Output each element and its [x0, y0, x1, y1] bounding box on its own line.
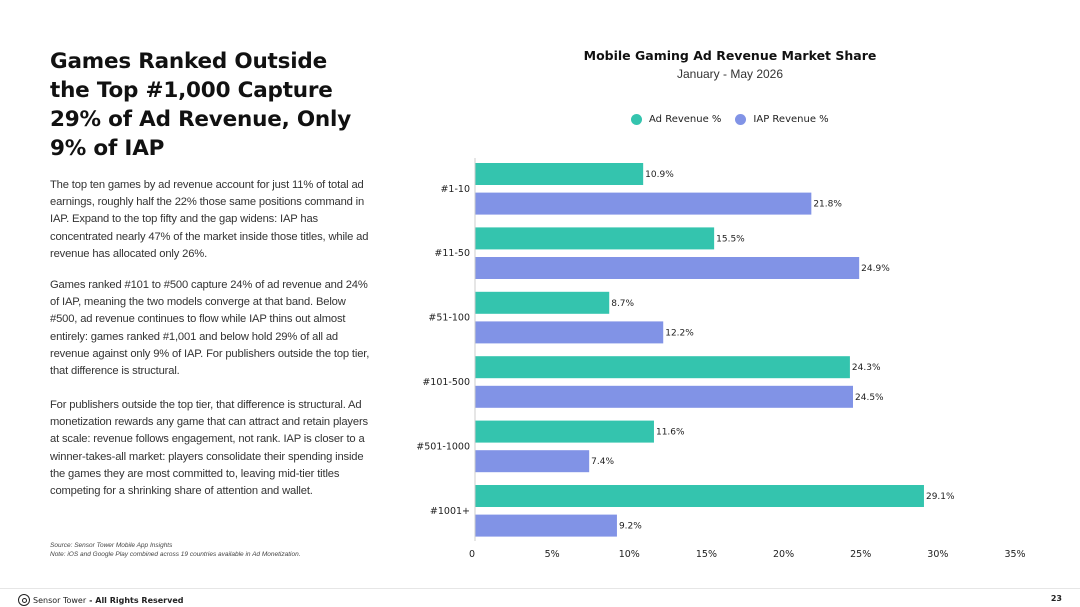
footer-divider: [0, 588, 1080, 589]
bar-iap: [475, 321, 664, 344]
category-label: #501-1000: [416, 441, 470, 452]
data-label-ad: 24.3%: [852, 363, 881, 373]
chart-title: Mobile Gaming Ad Revenue Market Share: [583, 48, 877, 63]
footer-brand: Sensor Tower - All Rights Reserved: [18, 594, 184, 606]
x-tick-label: 10%: [619, 549, 640, 560]
data-label-iap: 21.8%: [813, 200, 842, 210]
bar-iap: [475, 450, 590, 473]
bar-ad: [475, 485, 924, 507]
headline: Games Ranked Outside the Top #1,000 Capt…: [50, 49, 352, 161]
sensor-tower-logo-icon: [18, 594, 30, 606]
legend-item-ad: Ad Revenue %: [631, 114, 721, 125]
source-note: Source: Sensor Tower Mobile App Insights: [50, 542, 173, 549]
x-tick-label: 15%: [696, 549, 717, 560]
bar-iap: [475, 192, 812, 215]
legend-item-iap: IAP Revenue %: [735, 114, 829, 125]
data-label-ad: 10.9%: [645, 170, 674, 180]
data-label-iap: 24.9%: [861, 264, 890, 274]
bar-ad: [475, 227, 715, 250]
data-label-iap: 24.5%: [855, 393, 884, 403]
data-label-iap: 7.4%: [591, 457, 614, 467]
category-label: #1-10: [440, 184, 470, 195]
category-label: #101-500: [422, 377, 470, 388]
data-label-iap: 9.2%: [619, 522, 642, 532]
x-tick-label: 5%: [545, 549, 560, 560]
legend-swatch-ad: [631, 114, 642, 125]
bar-ad: [475, 420, 654, 443]
bar-iap: [475, 514, 617, 537]
bar-ad: [475, 356, 850, 379]
rights-text: - All Rights Reserved: [89, 595, 184, 605]
category-label: #1001+: [430, 506, 470, 517]
chart-subtitle: January - May 2026: [676, 67, 784, 81]
body-paragraph-3: For publishers outside the top tier, tha…: [50, 399, 368, 498]
methodology-note: Note: iOS and Google Play combined acros…: [50, 551, 301, 558]
bar-ad: [475, 163, 644, 185]
data-label-ad: 15.5%: [716, 234, 745, 244]
x-tick-label: 0: [469, 549, 475, 560]
legend-label-ad: Ad Revenue %: [649, 114, 722, 125]
x-tick-label: 35%: [1004, 549, 1025, 560]
chart-legend: Ad Revenue % IAP Revenue %: [631, 114, 843, 125]
body-paragraph-1: The top ten games by ad revenue account …: [50, 179, 369, 260]
x-tick-label: 20%: [773, 549, 794, 560]
data-label-iap: 12.2%: [665, 328, 694, 338]
x-tick-label: 30%: [927, 549, 948, 560]
legend-label-iap: IAP Revenue %: [753, 114, 829, 125]
body-paragraph-2: Games ranked #101 to #500 capture 24% of…: [50, 279, 370, 378]
x-tick-label: 25%: [850, 549, 871, 560]
bar-ad: [475, 291, 610, 314]
bar-iap: [475, 257, 860, 279]
page-number: 23: [1050, 594, 1062, 603]
legend-swatch-iap: [735, 114, 747, 125]
data-label-ad: 8.7%: [611, 299, 634, 309]
data-label-ad: 29.1%: [926, 492, 955, 502]
category-label: #51-100: [428, 313, 470, 324]
category-label: #11-50: [434, 248, 470, 259]
bar-iap: [475, 385, 853, 408]
brand-name: Sensor Tower: [33, 595, 87, 605]
data-label-ad: 11.6%: [656, 428, 685, 438]
